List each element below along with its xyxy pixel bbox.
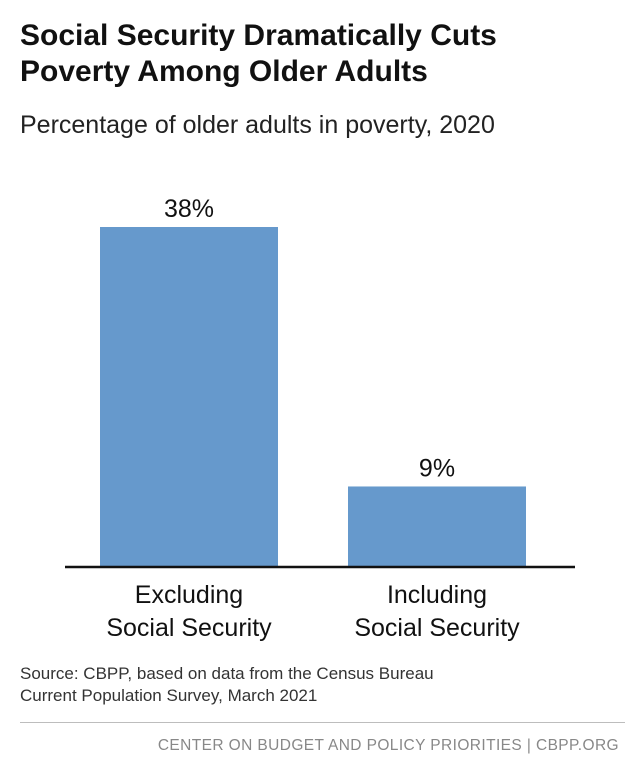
chart-title: Social Security Dramatically Cuts Povert… bbox=[20, 18, 610, 90]
source-line-2: Current Population Survey, March 2021 bbox=[20, 686, 318, 705]
source-note: Source: CBPP, based on data from the Cen… bbox=[20, 663, 610, 707]
bar-chart: 38% Excluding Social Security 9% Including So… bbox=[65, 195, 575, 642]
category-label-2-line-2: Social Security bbox=[354, 614, 520, 642]
category-label-1-line-1: Excluding bbox=[135, 581, 243, 609]
chart-title-line-2: Poverty Among Older Adults bbox=[20, 55, 428, 88]
category-label-1-line-2: Social Security bbox=[106, 614, 272, 642]
source-line-1: Source: CBPP, based on data from the Cen… bbox=[20, 664, 434, 683]
chart-title-line-1: Social Security Dramatically Cuts bbox=[20, 19, 497, 52]
footer-credit: CENTER ON BUDGET AND POLICY PRIORITIES |… bbox=[157, 737, 619, 754]
bar-2 bbox=[348, 486, 526, 567]
bar-1 bbox=[100, 227, 278, 567]
data-label-2: 9% bbox=[419, 454, 455, 482]
footer-divider bbox=[20, 722, 625, 723]
chart-subtitle: Percentage of older adults in poverty, 2… bbox=[20, 111, 495, 139]
data-label-1: 38% bbox=[164, 195, 214, 223]
category-label-2-line-1: Including bbox=[387, 581, 487, 609]
